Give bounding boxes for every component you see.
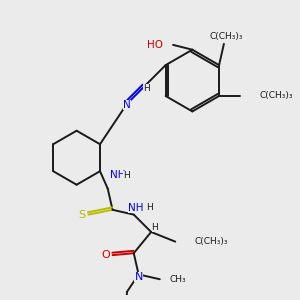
Text: S: S xyxy=(78,210,85,220)
Text: NH: NH xyxy=(110,170,125,180)
Text: H: H xyxy=(146,203,153,212)
Text: N: N xyxy=(134,272,143,282)
Text: H: H xyxy=(143,84,150,93)
Text: C(CH₃)₃: C(CH₃)₃ xyxy=(209,32,243,41)
Text: H: H xyxy=(152,223,158,232)
Text: NH: NH xyxy=(128,203,143,213)
Text: CH₃: CH₃ xyxy=(169,275,186,284)
Text: C(CH₃)₃: C(CH₃)₃ xyxy=(260,92,293,100)
Text: O: O xyxy=(101,250,110,260)
Text: H: H xyxy=(123,171,130,180)
Text: HO: HO xyxy=(147,40,164,50)
Text: C(CH₃)₃: C(CH₃)₃ xyxy=(194,237,228,246)
Text: N: N xyxy=(123,100,131,110)
